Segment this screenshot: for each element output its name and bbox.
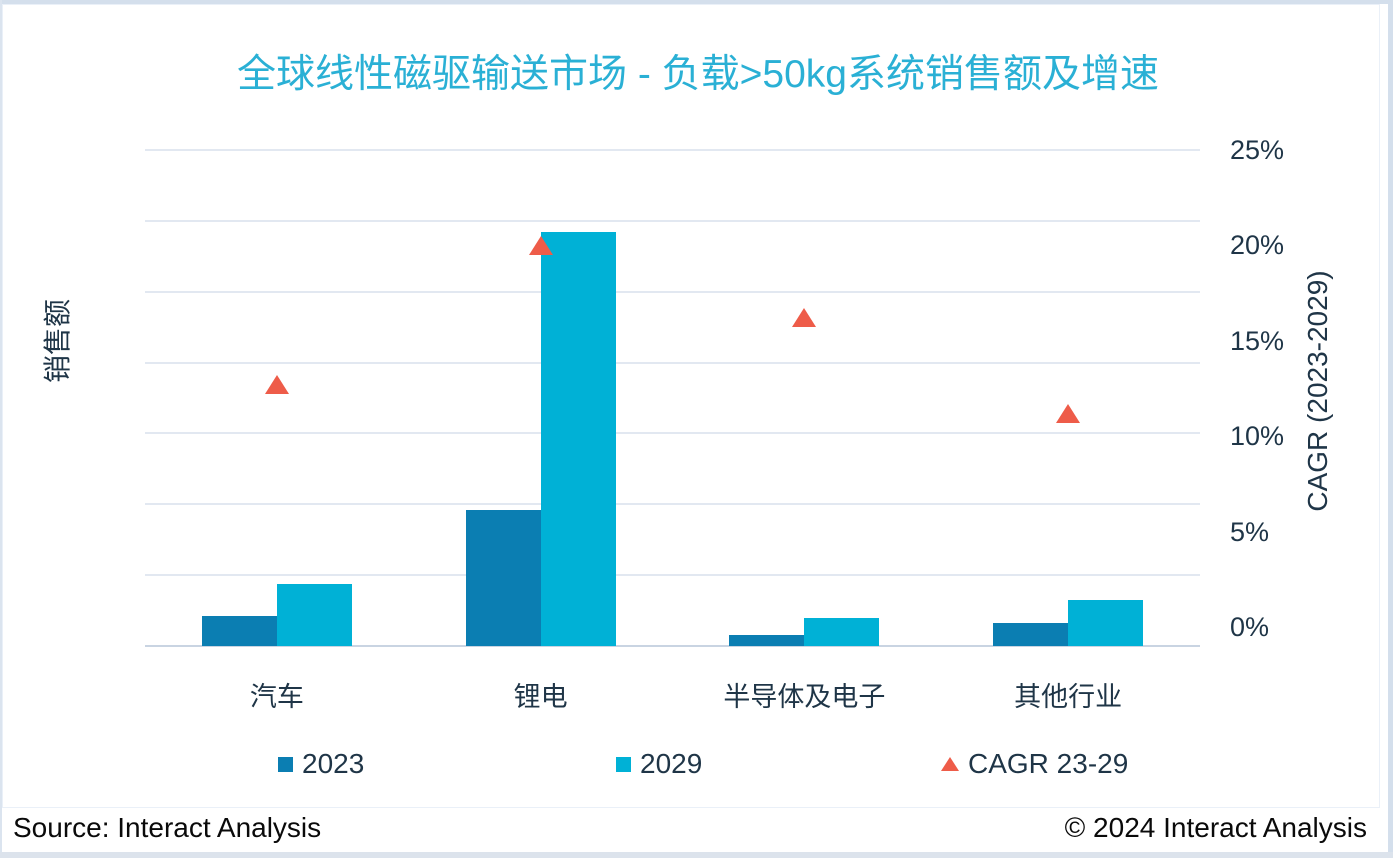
cagr-marker-半导体及电子 <box>792 308 817 328</box>
slide-border-bottom <box>0 852 1393 858</box>
bar-2029-其他行业 <box>1068 599 1144 646</box>
secondary-axis-title: CAGR (2023-2029) <box>1302 270 1333 512</box>
secondary-axis-tick-label: 0% <box>1230 611 1270 642</box>
cagr-marker-锂电 <box>528 235 553 255</box>
gridline <box>145 503 1200 506</box>
category-label-汽车: 汽车 <box>249 682 304 712</box>
legend-label: 2029 <box>640 748 703 779</box>
copyright-text: © 2024 Interact Analysis <box>1064 812 1367 843</box>
category-label-其他行业: 其他行业 <box>1014 682 1123 712</box>
legend-triangle-icon <box>941 757 959 771</box>
plot-area <box>145 149 1200 647</box>
legend-label: CAGR 23-29 <box>968 748 1129 779</box>
secondary-axis-tick-label: 5% <box>1230 516 1270 547</box>
primary-axis-title: 销售额 <box>42 299 73 384</box>
legend-item-2029: 2029 <box>616 748 703 779</box>
chart-panel: 全球线性磁驱输送市场 - 负载>50kg系统销售额及增速 销售额 CAGR (2… <box>2 4 1380 808</box>
chart-title: 全球线性磁驱输送市场 - 负载>50kg系统销售额及增速 <box>236 53 1159 96</box>
legend-item-CAGR 23-29: CAGR 23-29 <box>941 748 1129 779</box>
bar-2029-半导体及电子 <box>804 617 880 646</box>
secondary-axis-tick-label: 25% <box>1230 135 1285 165</box>
secondary-axis-tick-label: 20% <box>1230 230 1285 261</box>
legend-item-2023: 2023 <box>278 748 365 779</box>
secondary-axis-tick-label: 15% <box>1230 325 1285 356</box>
bar-2023-锂电 <box>465 509 541 646</box>
x-axis-line <box>145 645 1200 647</box>
bar-2023-汽车 <box>201 616 277 646</box>
gridline <box>145 290 1200 293</box>
legend-label: 2023 <box>302 748 365 779</box>
bar-2029-汽车 <box>276 583 352 646</box>
bar-2023-其他行业 <box>993 622 1069 646</box>
gridline <box>145 361 1200 364</box>
slide-border-right <box>1388 0 1393 852</box>
bar-2029-锂电 <box>540 232 616 646</box>
cagr-marker-汽车 <box>264 375 289 395</box>
bar-2023-半导体及电子 <box>729 634 805 646</box>
source-text: Source: Interact Analysis <box>13 812 322 843</box>
legend-swatch-icon <box>616 756 631 772</box>
slide-border-top <box>0 0 1393 4</box>
legend-swatch-icon <box>278 756 293 772</box>
cagr-marker-其他行业 <box>1056 403 1081 423</box>
secondary-axis-tick-label: 10% <box>1230 421 1285 452</box>
gridline <box>145 574 1200 577</box>
category-label-半导体及电子: 半导体及电子 <box>723 682 886 712</box>
gridline <box>145 432 1200 435</box>
gridline <box>145 149 1200 151</box>
slide-border-left <box>0 0 2 852</box>
category-label-锂电: 锂电 <box>513 682 568 712</box>
gridline <box>145 219 1200 222</box>
